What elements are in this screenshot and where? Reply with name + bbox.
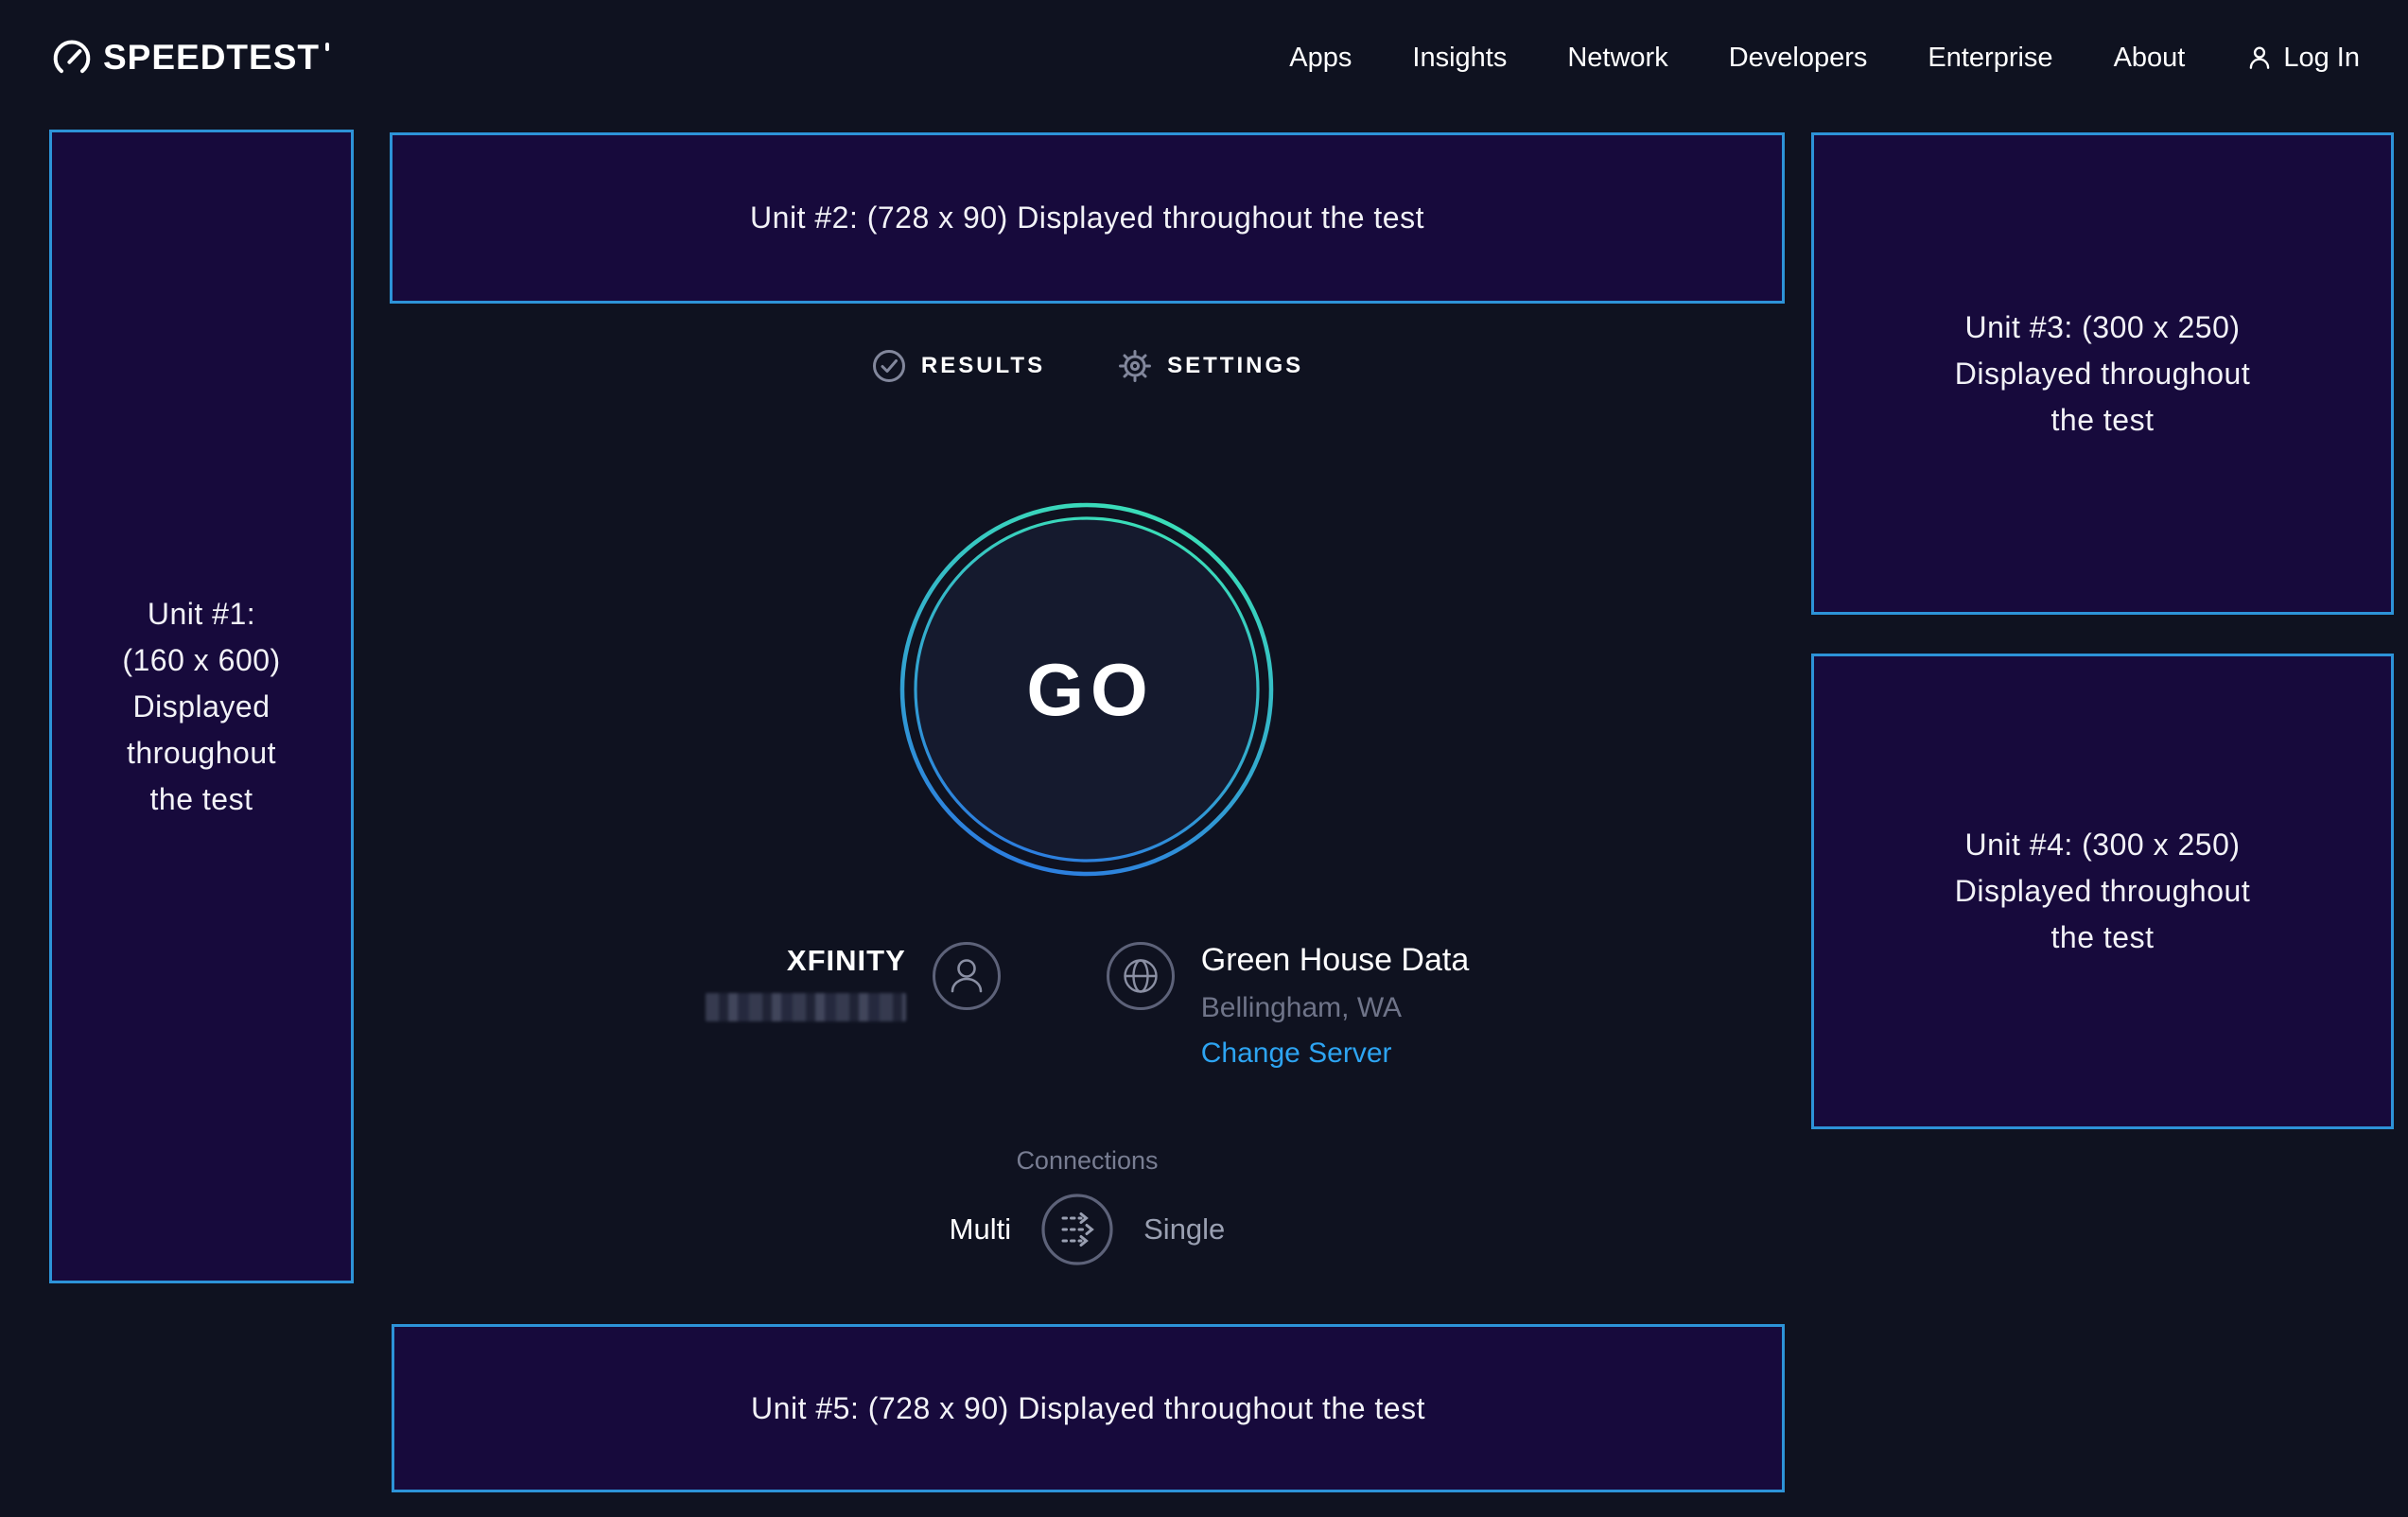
top-nav-bar: SPEEDTEST Apps Insights Network Develope… [0, 0, 2408, 115]
connections-toggle[interactable] [1039, 1192, 1115, 1267]
server-name: Green House Data [1200, 942, 1470, 978]
server-block: Green House Data Bellingham, WA Change S… [1201, 938, 1470, 1070]
nav-item-apps[interactable]: Apps [1289, 42, 1352, 73]
tab-results[interactable]: RESULTS [871, 348, 1045, 384]
go-label: GO [1026, 647, 1155, 731]
tab-settings-label: SETTINGS [1167, 353, 1304, 378]
tabs-row: RESULTS [390, 342, 1785, 390]
test-panel: RESULTS [390, 0, 1785, 1517]
user-icon [2250, 46, 2270, 69]
connection-info-row: XFINITY Green House Data Bellingham, WA … [390, 938, 1785, 1070]
connections-single-label[interactable]: Single [1143, 1212, 1226, 1246]
isp-name: XFINITY [786, 944, 906, 977]
ad-unit-2: Unit #2: (728 x 90) Displayed throughout… [390, 132, 1785, 304]
ad-unit-4-label: Unit #4: (300 x 250) Displayed throughou… [1954, 828, 2251, 954]
trademark-mark [325, 42, 329, 51]
connections-multi-label[interactable]: Multi [949, 1212, 1012, 1246]
check-circle-icon [872, 350, 905, 382]
ad-unit-1: Unit #1: (160 x 600) Displayed throughou… [49, 130, 354, 1283]
server-location: Bellingham, WA [1200, 992, 1403, 1023]
ad-unit-5-label: Unit #5: (728 x 90) Displayed throughout… [751, 1390, 1425, 1425]
change-server-link[interactable]: Change Server [1200, 1037, 1392, 1069]
go-ring [899, 502, 1274, 877]
redacted-ip-mosaic [705, 993, 906, 1021]
multi-arrows-icon [1041, 1194, 1113, 1265]
server-globe-icon [1106, 942, 1175, 1010]
nav-item-enterprise[interactable]: Enterprise [1928, 42, 2053, 73]
login-button[interactable]: Log In [2245, 43, 2360, 74]
gauge-icon [53, 40, 91, 74]
nav-item-network[interactable]: Network [1567, 42, 1668, 73]
connections-title: Connections [1016, 1146, 1159, 1175]
brand-name: SPEEDTEST [103, 38, 320, 77]
tab-results-label: RESULTS [920, 353, 1046, 378]
nav-item-developers[interactable]: Developers [1728, 42, 1868, 73]
main-nav: Apps Insights Network Developers Enterpr… [1289, 43, 2360, 74]
nav-item-about[interactable]: About [2113, 42, 2186, 73]
ad-unit-2-label: Unit #2: (728 x 90) Displayed throughout… [750, 201, 1424, 235]
go-button[interactable]: GO [899, 501, 1275, 878]
gear-icon [1119, 350, 1152, 382]
nav-item-insights[interactable]: Insights [1412, 42, 1508, 73]
login-label: Log In [2283, 42, 2360, 73]
ad-unit-4: Unit #4: (300 x 250) Displayed throughou… [1811, 654, 2394, 1129]
ad-unit-3-label: Unit #3: (300 x 250) Displayed throughou… [1954, 309, 2251, 437]
ad-unit-3: Unit #3: (300 x 250) Displayed throughou… [1811, 132, 2394, 615]
ad-unit-1-label: Unit #1: (160 x 600) Displayed throughou… [122, 596, 281, 816]
connections-row: Multi Single [390, 1192, 1785, 1267]
ad-unit-5: Unit #5: (728 x 90) Displayed throughout… [392, 1324, 1785, 1492]
speedtest-logo[interactable]: SPEEDTEST [52, 38, 335, 78]
isp-block: XFINITY [705, 938, 906, 1021]
tab-settings[interactable]: SETTINGS [1117, 348, 1303, 384]
isp-user-icon [932, 942, 1001, 1010]
